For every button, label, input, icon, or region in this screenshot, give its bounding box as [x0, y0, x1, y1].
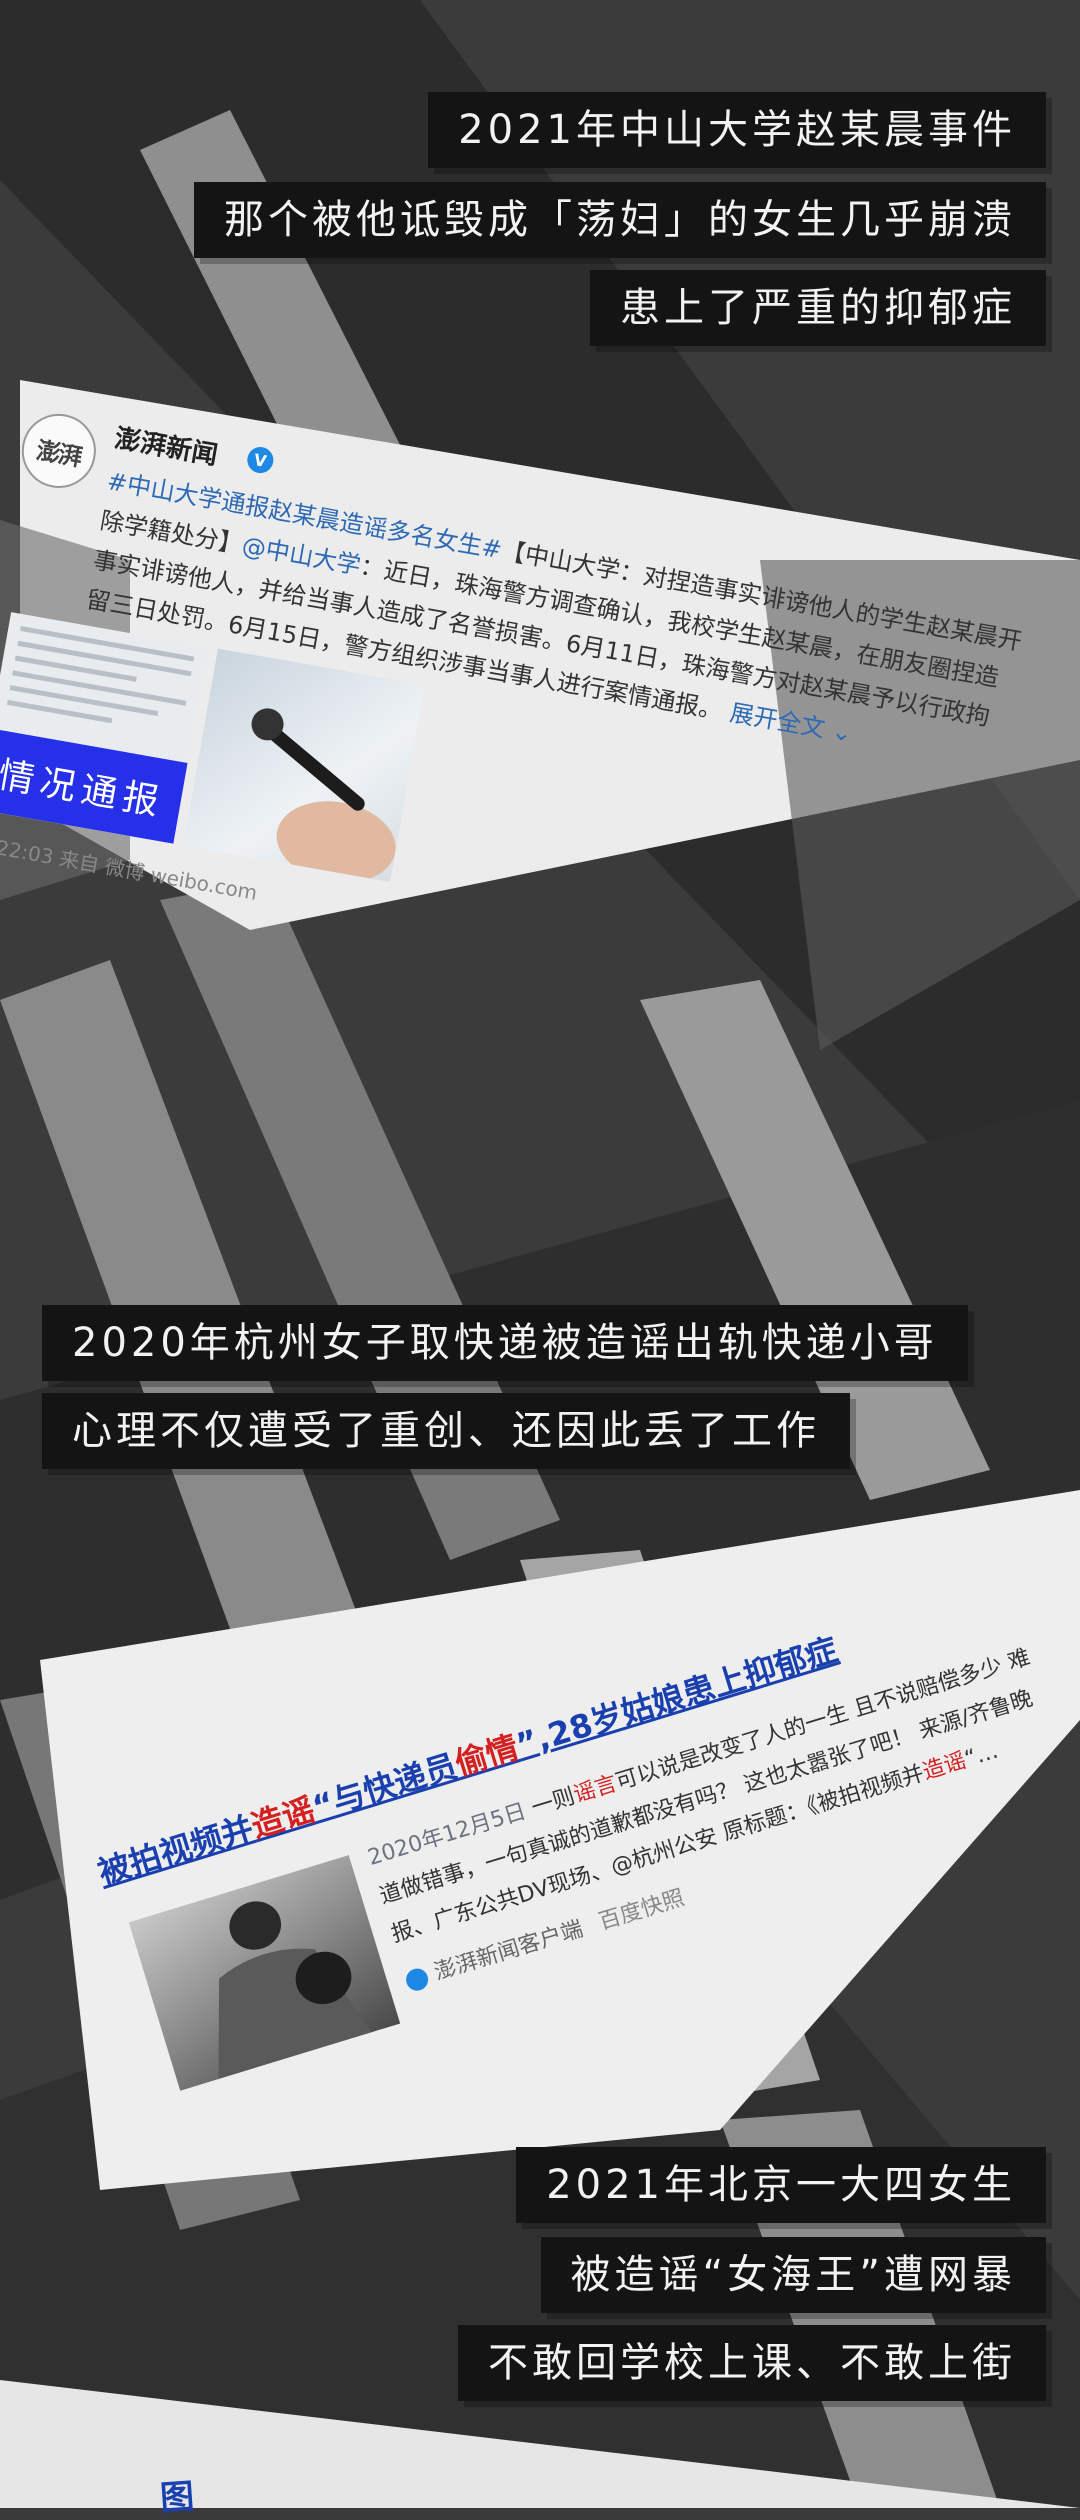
- headline-keyword: 造谣: [246, 1790, 320, 1846]
- publisher-logo: 澎湃: [15, 408, 102, 494]
- caption-case1-line3: 患上了严重的抑郁症: [590, 270, 1046, 346]
- caption-case3-line3: 不敢回学校上课、不敢上街: [458, 2325, 1046, 2401]
- post-text-close: 处分】: [168, 518, 245, 560]
- expand-link[interactable]: 展开全文: [727, 698, 828, 743]
- post-image-photo[interactable]: [183, 648, 425, 882]
- microphone-photo-icon: [251, 708, 396, 882]
- bottom-clip-text: 图: [158, 2476, 196, 2520]
- caption-case1-line1: 2021年中山大学赵某晨事件: [428, 92, 1046, 168]
- caption-case3-line2: 被造谣“女海王”遭网暴: [540, 2237, 1046, 2313]
- post-image-notice[interactable]: 情况通报: [0, 612, 209, 844]
- snippet-keyword: 造谣: [919, 1748, 970, 1786]
- baidu-snapshot-link[interactable]: 百度快照: [595, 1885, 688, 1936]
- snippet-keyword: 谣言: [570, 1771, 621, 1809]
- chevron-down-icon: ⌄: [822, 715, 855, 748]
- news-result-card[interactable]: 被拍视频并造谣“与快递员偷情”,28岁姑娘患上抑郁症 2020年12月5日 一则…: [92, 1563, 1080, 2098]
- mention-link[interactable]: @中山大学: [239, 531, 363, 580]
- caption-case3-line1: 2021年北京一大四女生: [516, 2147, 1046, 2223]
- headline-keyword: 偷情: [450, 1727, 523, 1783]
- people-photo-icon: [218, 1901, 372, 2080]
- caption-case2-line1: 2020年杭州女子取快递被造谣出轨快递小哥: [42, 1305, 968, 1381]
- caption-case1-line2: 那个被他诋毁成「荡妇」的女生几乎崩溃: [194, 182, 1046, 258]
- news-thumbnail[interactable]: [128, 1855, 401, 2091]
- image-banner: 情况通报: [0, 728, 188, 844]
- verified-badge-icon: V: [245, 445, 276, 476]
- snippet-text: 一则: [528, 1784, 578, 1821]
- document-lines: [5, 626, 195, 745]
- snippet-text: “…: [961, 1738, 1002, 1773]
- weibo-post-card[interactable]: 澎湃 澎湃新闻 V #中山大学通报赵某晨造谣多名女生#【中山大学：对捏造事实诽谤…: [0, 390, 1074, 998]
- caption-case2-line2: 心理不仅遭受了重创、还因此丢了工作: [42, 1393, 850, 1469]
- publisher-icon: [403, 1965, 431, 1994]
